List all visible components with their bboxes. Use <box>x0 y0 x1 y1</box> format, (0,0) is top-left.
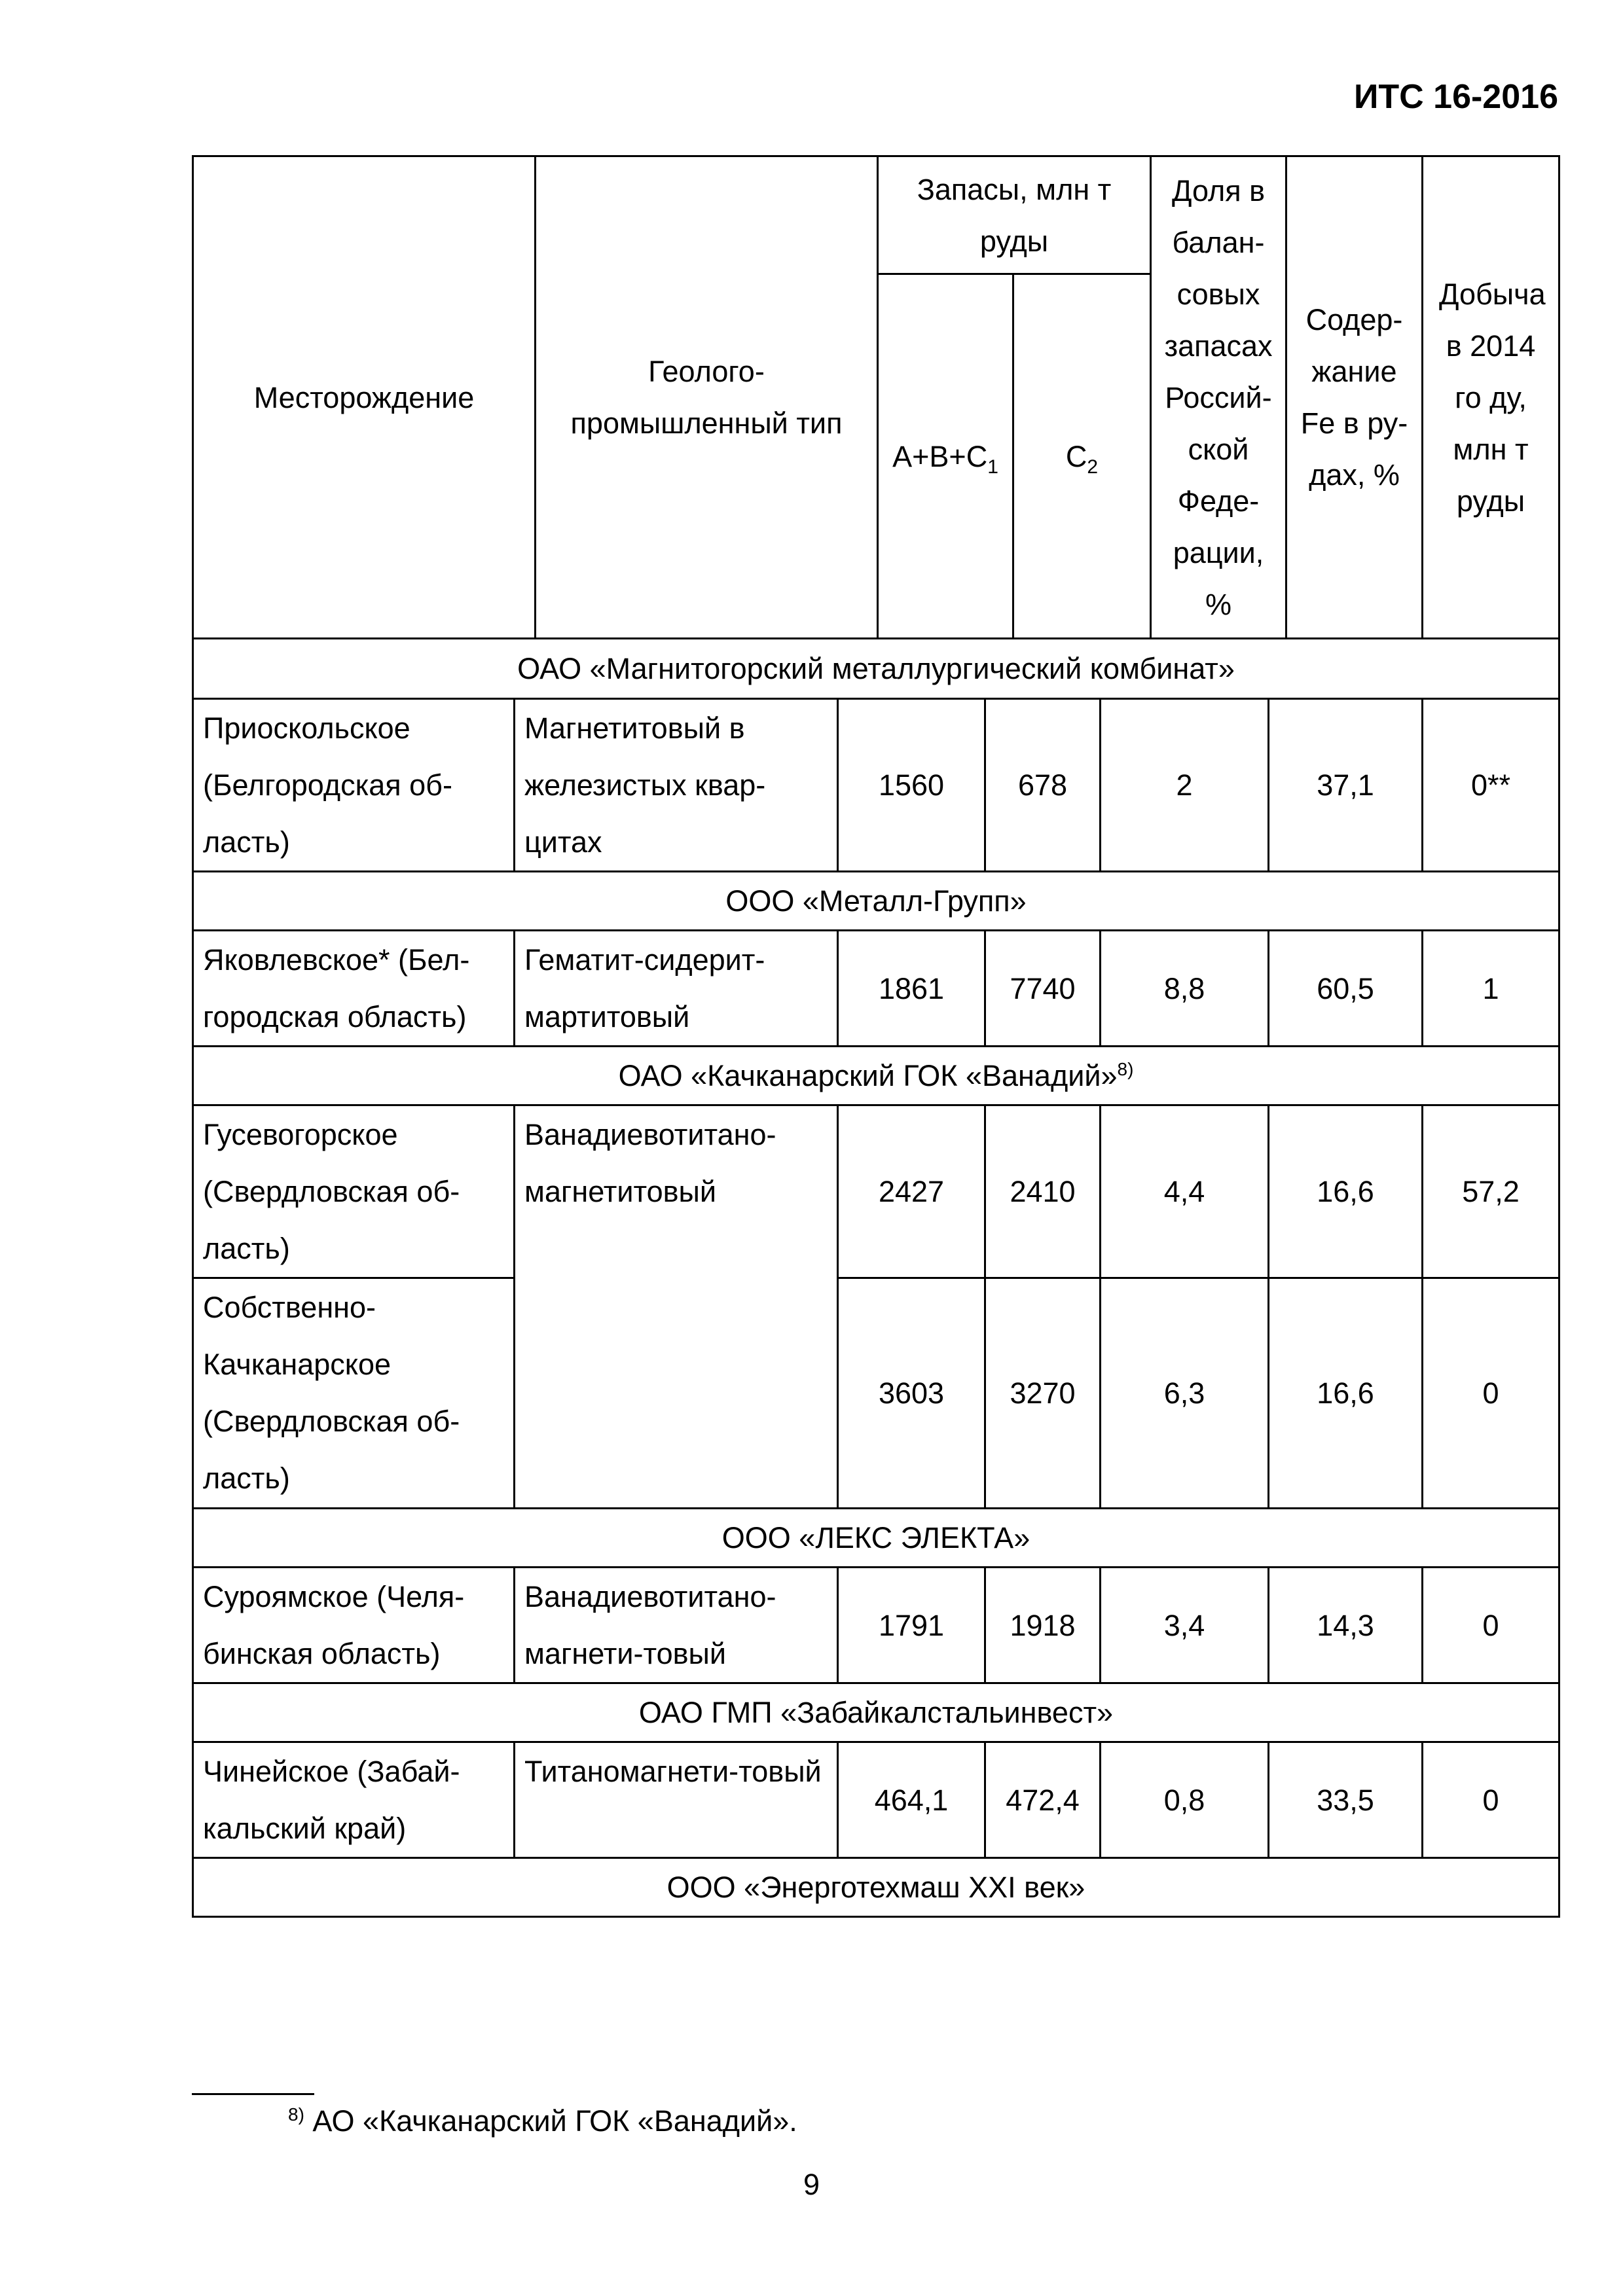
group-row: ОАО «Качканарский ГОК «Ванадий»8) <box>192 1045 1560 1106</box>
share-cell: 4,4 <box>1099 1104 1269 1279</box>
group-row: ООО «ЛЕКС ЭЛЕКТА» <box>192 1507 1560 1568</box>
c2-cell: 2410 <box>984 1104 1101 1279</box>
group-row: ООО «Энерготехмаш XXI век» <box>192 1857 1560 1918</box>
header-fe: Содер-жание Fe в ру-дах, % <box>1285 155 1423 639</box>
type-cell: Титаномагнети-товый <box>513 1741 839 1859</box>
production-cell: 0 <box>1421 1566 1560 1684</box>
abc-cell: 1861 <box>837 929 986 1047</box>
fe-cell: 16,6 <box>1267 1277 1423 1509</box>
production-cell: 1 <box>1421 929 1560 1047</box>
abc-cell: 3603 <box>837 1277 986 1509</box>
abc-cell: 1791 <box>837 1566 986 1684</box>
deposit-cell: Яковлевское* (Бел-городская область) <box>192 929 515 1047</box>
c2-cell: 678 <box>984 698 1101 872</box>
group-name: ОАО ГМП «Забайкалстальинвест» <box>192 1682 1560 1743</box>
header-reserves: Запасы, млн т руды <box>877 155 1152 275</box>
deposit-cell: Суроямское (Челя-бинская область) <box>192 1566 515 1684</box>
footnote: 8) АО «Качканарский ГОК «Ванадий». <box>288 2104 797 2138</box>
table-header: Месторождение Геолого-промышленный тип З… <box>192 155 1560 639</box>
header-type: Геолого-промышленный тип <box>534 155 879 639</box>
deposit-cell: Чинейское (Забай-кальский край) <box>192 1741 515 1859</box>
share-cell: 2 <box>1099 698 1269 872</box>
header-abc: A+B+C1 <box>877 273 1014 639</box>
group-name: ООО «Энерготехмаш XXI век» <box>192 1857 1560 1918</box>
table-row: Приоскольское (Белгородская об-ласть) Ма… <box>192 698 1560 872</box>
c2-cell: 1918 <box>984 1566 1101 1684</box>
abc-cell: 464,1 <box>837 1741 986 1859</box>
group-name: ООО «Металл-Групп» <box>192 870 1560 931</box>
type-cell: Ванадиевотитано-магнети-товый <box>513 1566 839 1684</box>
table-row: Суроямское (Челя-бинская область) Ванади… <box>192 1566 1560 1684</box>
document-id: ИТС 16-2016 <box>1354 78 1558 116</box>
share-cell: 0,8 <box>1099 1741 1269 1859</box>
fe-cell: 33,5 <box>1267 1741 1423 1859</box>
deposit-cell: Собственно-Качканарское (Свердловская об… <box>192 1277 515 1509</box>
share-cell: 8,8 <box>1099 929 1269 1047</box>
share-cell: 3,4 <box>1099 1566 1269 1684</box>
production-cell: 0** <box>1421 698 1560 872</box>
c2-cell: 472,4 <box>984 1741 1101 1859</box>
header-c2: C2 <box>1012 273 1152 639</box>
table-row: Гусевогорское (Свердловская об-ласть) Ва… <box>192 1104 1560 1509</box>
table-row: Собственно-Качканарское (Свердловская об… <box>192 1277 1560 1509</box>
c2-cell: 7740 <box>984 929 1101 1047</box>
c2-cell: 3270 <box>984 1277 1101 1509</box>
group-row: ОАО ГМП «Забайкалстальинвест» <box>192 1682 1560 1743</box>
table-row: Яковлевское* (Бел-городская область) Гем… <box>192 929 1560 1047</box>
type-cell: Ванадиевотитано-магнетитовый <box>513 1104 839 1509</box>
fe-cell: 14,3 <box>1267 1566 1423 1684</box>
footnote-ref: 8) <box>1117 1059 1134 1079</box>
group-row: ООО «Металл-Групп» <box>192 870 1560 931</box>
production-cell: 57,2 <box>1421 1104 1560 1279</box>
fe-cell: 16,6 <box>1267 1104 1423 1279</box>
production-cell: 0 <box>1421 1741 1560 1859</box>
group-row: ОАО «Магнитогорский металлургический ком… <box>192 637 1560 700</box>
abc-cell: 2427 <box>837 1104 986 1279</box>
fe-cell: 60,5 <box>1267 929 1423 1047</box>
group-name: ОАО «Качканарский ГОК «Ванадий»8) <box>192 1045 1560 1106</box>
share-cell: 6,3 <box>1099 1277 1269 1509</box>
page-number: 9 <box>803 2168 820 2201</box>
deposit-cell: Приоскольское (Белгородская об-ласть) <box>192 698 515 872</box>
header-deposit: Месторождение <box>192 155 536 639</box>
deposit-cell: Гусевогорское (Свердловская об-ласть) <box>192 1104 515 1279</box>
group-name: ОАО «Магнитогорский металлургический ком… <box>192 637 1560 700</box>
deposits-table: ОАО «Магнитогорский металлургический ком… <box>192 637 1560 1918</box>
header-production: Добыча в 2014 го ду, млн т руды <box>1421 155 1560 639</box>
group-name: ООО «ЛЕКС ЭЛЕКТА» <box>192 1507 1560 1568</box>
type-cell: Магнетитовый в железистых квар-цитах <box>513 698 839 872</box>
footnote-divider <box>192 2093 314 2095</box>
abc-cell: 1560 <box>837 698 986 872</box>
type-cell: Гематит-сидерит-мартитовый <box>513 929 839 1047</box>
header-share: Доля в балан-совых запасах Россий-ской Ф… <box>1150 155 1287 639</box>
fe-cell: 37,1 <box>1267 698 1423 872</box>
table-row: Чинейское (Забай-кальский край) Титанома… <box>192 1741 1560 1859</box>
production-cell: 0 <box>1421 1277 1560 1509</box>
